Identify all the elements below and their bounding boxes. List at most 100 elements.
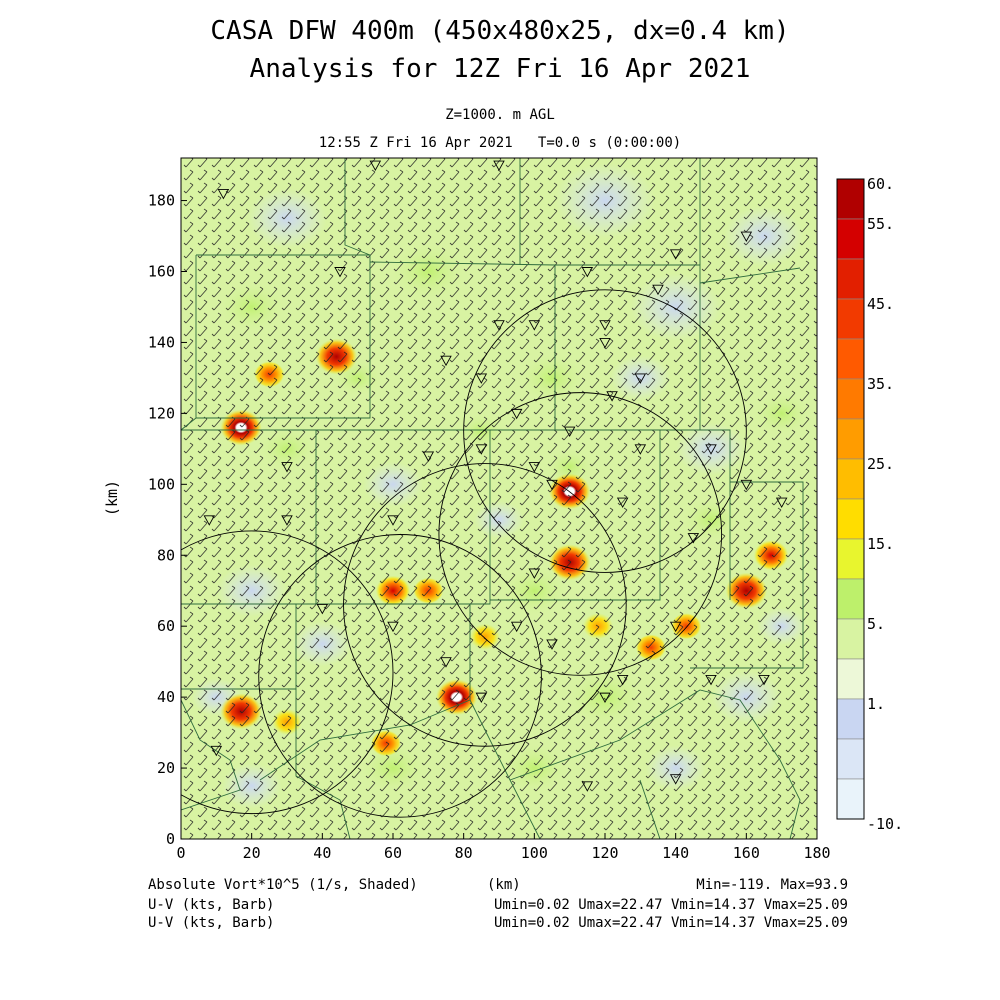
field-label: Absolute Vort*10^5 (1/s, Shaded) [148,877,418,893]
colorbar-label: 35. [867,375,894,393]
colorbar-swatch [836,458,865,500]
station-marker [210,745,223,757]
x-tick-label: 140 [662,844,689,862]
station-marker [475,444,488,455]
station-marker [652,284,664,296]
station-marker [203,515,216,526]
station-marker [740,479,753,491]
station-marker [528,568,541,579]
station-marker [546,479,558,491]
station-marker [387,621,399,633]
x-axis-label: (km) [487,877,521,893]
station-marker [369,160,382,172]
radar-range-ring [343,463,627,747]
station-marker [669,621,682,633]
y-tick-label: 0 [166,830,175,848]
level-label: Z=1000. m AGL [445,107,555,123]
station-marker [493,320,505,331]
y-tick-label: 120 [148,404,175,422]
radar-range-ring [181,530,394,815]
station-marker [581,781,594,792]
station-marker [563,426,576,438]
y-tick-label: 180 [148,192,175,210]
station-marker [616,674,629,686]
colorbar-swatch [836,538,865,580]
station-marker [758,674,770,686]
station-marker [217,189,230,200]
y-axis-label: (km) [103,480,121,516]
vector1-label: U-V (kts, Barb) [148,897,275,913]
station-marker [634,373,647,384]
station-marker [606,391,618,402]
station-marker [634,444,647,455]
station-marker [493,160,505,172]
x-tick-label: 20 [243,844,261,862]
station-marker [528,462,541,473]
x-tick-label: 80 [455,844,473,862]
time-label: 12:55 Z Fri 16 Apr 2021 T=0.0 s (0:00:00… [318,135,682,151]
station-marker [422,451,435,462]
colorbar [836,178,865,820]
station-marker [510,621,523,633]
radar-range-ring [258,534,542,818]
chart-title-line1: CASA DFW 400m (450x480x25, dx=0.4 km) [210,16,790,46]
colorbar-swatch [836,778,865,820]
station-marker [705,674,717,686]
y-tick-label: 60 [157,617,175,635]
colorbar-label: -10. [867,815,903,833]
station-marker [599,320,611,331]
colorbar-swatch [836,258,865,300]
colorbar-swatch [836,698,865,740]
colorbar-swatch [836,418,865,460]
x-tick-label: 120 [591,844,618,862]
colorbar-label: 15. [867,535,894,553]
x-tick-label: 60 [384,844,402,862]
colorbar-frame [836,178,865,820]
station-marker [687,533,700,544]
colorbar-label: 1. [867,695,885,713]
colorbar-label: 55. [867,215,894,233]
y-tick-label: 160 [148,263,175,281]
station-marker [510,408,523,420]
station-marker [334,267,346,278]
vector1-range: Umin=0.02 Umax=22.47 Vmin=14.37 Vmax=25.… [493,897,848,913]
colorbar-swatch [836,298,865,340]
x-tick-label: 100 [521,844,548,862]
station-marker [581,267,594,278]
colorbar-swatch [836,738,865,780]
radar-range-ring [463,289,747,573]
station-marker [705,444,717,455]
station-marker [546,639,558,650]
station-marker [387,515,399,526]
colorbar-label: 60. [867,175,894,193]
y-tick-label: 80 [157,546,175,564]
chart-title-line2: Analysis for 12Z Fri 16 Apr 2021 [249,54,751,84]
colorbar-label: 25. [867,455,894,473]
station-marker [475,373,488,384]
station-marker [440,355,452,367]
colorbar-swatch [836,218,865,260]
colorbar-label: 45. [867,295,894,313]
station-marker [669,249,682,260]
station-marker [669,774,682,785]
colorbar-label: 5. [867,615,885,633]
colorbar-swatch [836,178,865,220]
colorbar-swatch [836,338,865,380]
x-tick-label: 180 [803,844,830,862]
x-tick-label: 0 [176,844,185,862]
station-marker [281,515,293,526]
vector2-label: U-V (kts, Barb) [148,915,275,931]
radar-range-ring [438,392,723,676]
field-range: Min=-119. Max=93.9 [696,877,848,893]
colorbar-swatch [836,578,865,620]
x-tick-label: 160 [733,844,760,862]
station-marker [599,337,611,349]
station-marker [475,692,488,704]
y-tick-label: 20 [157,759,175,777]
y-tick-label: 100 [148,475,175,493]
station-marker [528,320,541,331]
colorbar-swatch [836,378,865,420]
station-marker [316,604,329,615]
plot-frame [180,157,818,840]
